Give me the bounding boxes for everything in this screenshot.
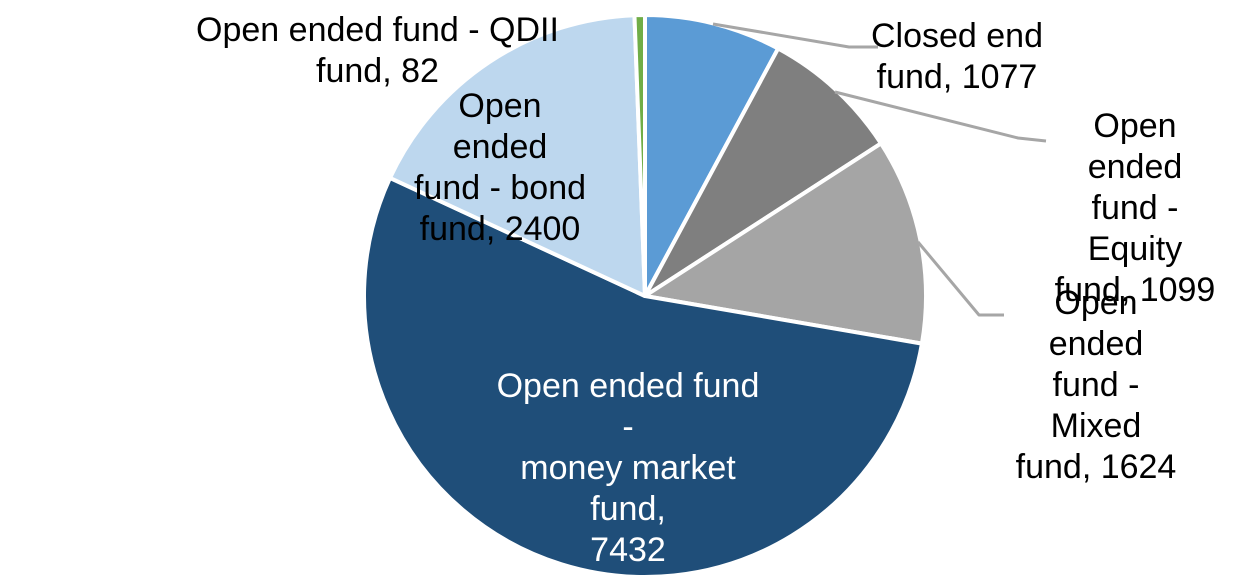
- label-open-ended-mixed-fund: Open ended fund - Mixed fund, 1624: [1015, 284, 1177, 486]
- leader-line-mixed: [916, 241, 1004, 317]
- pie-slice-mixed[interactable]: [643, 141, 928, 346]
- leader-line-closed_end: [712, 22, 878, 49]
- label-open-ended-qdii-fund: Open ended fund - QDII fund, 82: [196, 11, 559, 90]
- label-open-ended-equity-fund: Open ended fund - Equity fund, 1099: [1054, 107, 1216, 309]
- pie-slice-bond[interactable]: [388, 13, 647, 298]
- pie-slice-money_market[interactable]: [362, 175, 924, 579]
- leader-lines: [712, 22, 1047, 317]
- pie-slice-qdii[interactable]: [632, 13, 647, 298]
- leader-line-equity: [834, 90, 1047, 143]
- label-closed-end-fund: Closed end fund, 1077: [870, 17, 1043, 96]
- pie-slices: [362, 13, 928, 579]
- pie-slice-equity[interactable]: [643, 46, 883, 298]
- label-open-ended-bond-fund: Open ended fund - bond fund, 2400: [413, 87, 587, 248]
- label-open-ended-money-market-fund: Open ended fund - money market fund, 743…: [496, 367, 760, 569]
